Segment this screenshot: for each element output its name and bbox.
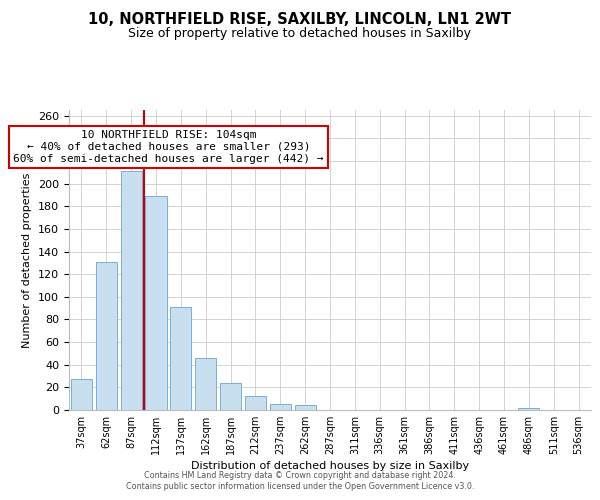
Text: Contains HM Land Registry data © Crown copyright and database right 2024.: Contains HM Land Registry data © Crown c… bbox=[144, 471, 456, 480]
X-axis label: Distribution of detached houses by size in Saxilby: Distribution of detached houses by size … bbox=[191, 461, 469, 471]
Bar bbox=[245, 396, 266, 410]
Bar bbox=[121, 171, 142, 410]
Bar bbox=[170, 307, 191, 410]
Bar bbox=[145, 196, 167, 410]
Text: Contains public sector information licensed under the Open Government Licence v3: Contains public sector information licen… bbox=[126, 482, 474, 491]
Y-axis label: Number of detached properties: Number of detached properties bbox=[22, 172, 32, 348]
Bar bbox=[295, 406, 316, 410]
Bar bbox=[195, 358, 216, 410]
Text: Size of property relative to detached houses in Saxilby: Size of property relative to detached ho… bbox=[128, 28, 472, 40]
Bar bbox=[270, 404, 291, 410]
Text: 10, NORTHFIELD RISE, SAXILBY, LINCOLN, LN1 2WT: 10, NORTHFIELD RISE, SAXILBY, LINCOLN, L… bbox=[89, 12, 511, 28]
Bar bbox=[518, 408, 539, 410]
Bar bbox=[220, 383, 241, 410]
Bar bbox=[96, 262, 117, 410]
Bar bbox=[71, 380, 92, 410]
Text: 10 NORTHFIELD RISE: 104sqm
← 40% of detached houses are smaller (293)
60% of sem: 10 NORTHFIELD RISE: 104sqm ← 40% of deta… bbox=[13, 130, 323, 164]
